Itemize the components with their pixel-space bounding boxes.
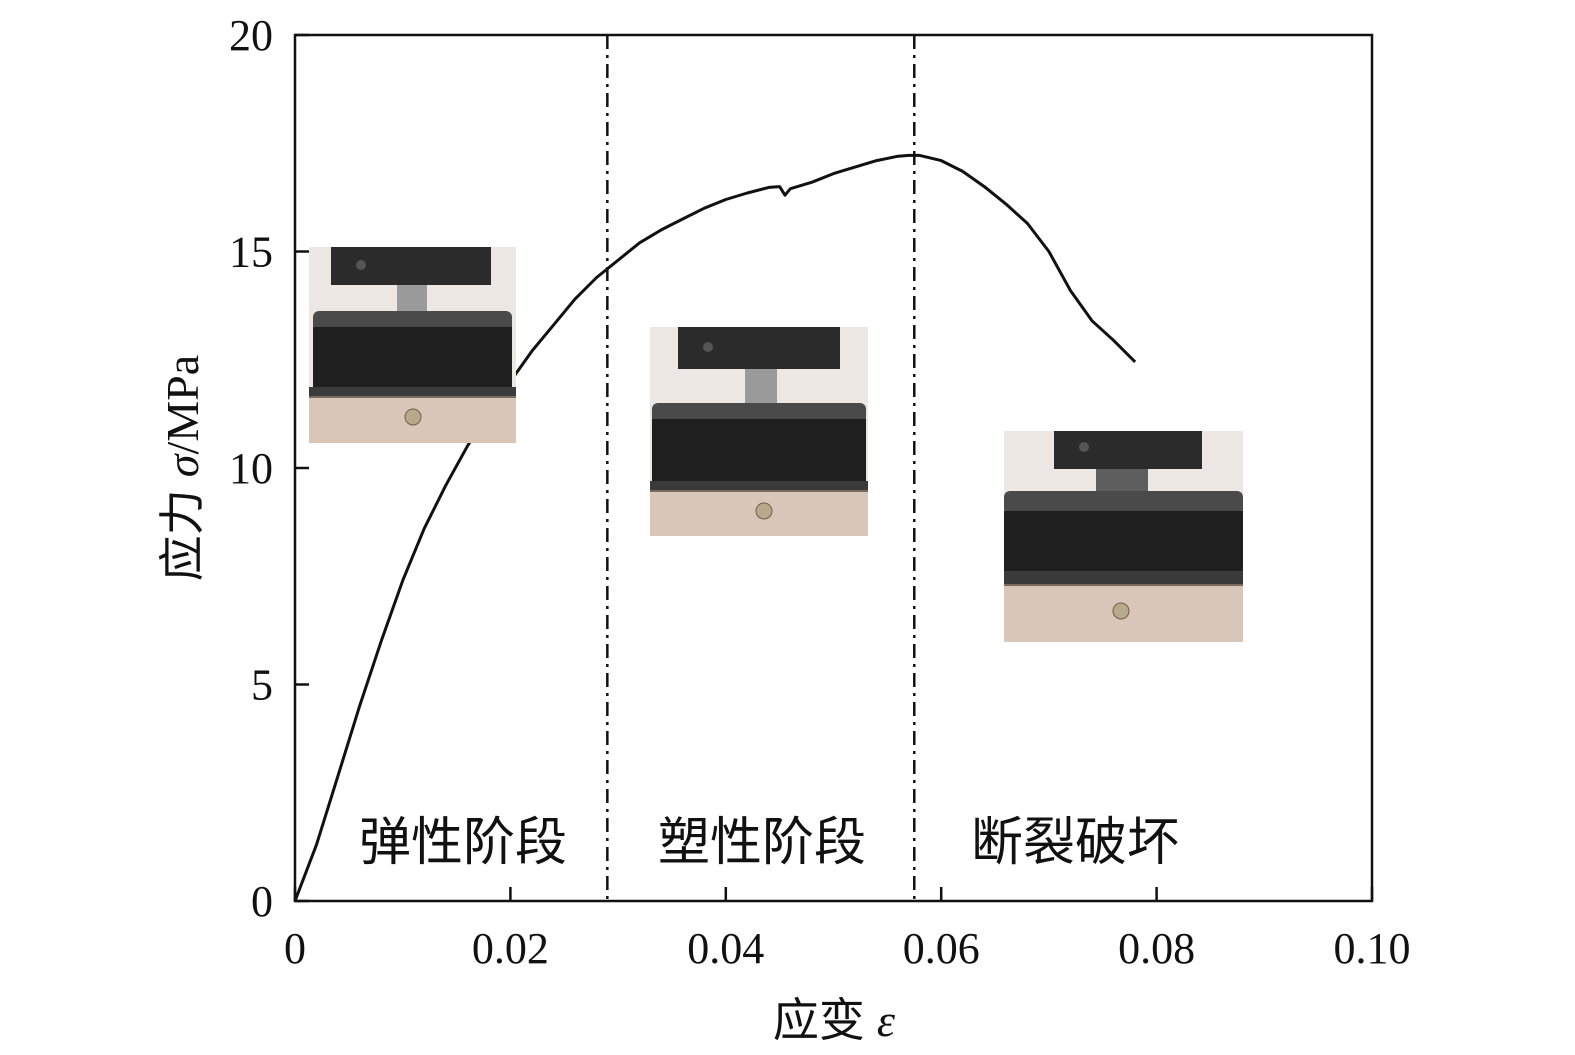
y-tick-label: 5 xyxy=(251,661,273,710)
y-tick-label: 20 xyxy=(229,11,273,60)
stress-strain-curve xyxy=(293,153,1137,902)
phase-label-elastic: 弹性阶段 xyxy=(359,813,567,873)
x-tick-label: 0.06 xyxy=(903,924,980,973)
x-tick-label: 0.04 xyxy=(687,924,764,973)
x-axis-title: 应变 ε xyxy=(773,993,896,1047)
x-tick-label: 0.02 xyxy=(472,924,549,973)
y-axis-ticks: 0 5 10 15 20 xyxy=(229,11,309,926)
y-axis-title: 应力 σ/MPa xyxy=(155,355,209,581)
y-tick-label: 0 xyxy=(251,877,273,926)
specimen-photo-elastic xyxy=(309,247,516,443)
x-axis-ticks: 0 0.02 0.04 0.06 0.08 0.10 xyxy=(284,887,1411,973)
phase-label-plastic: 塑性阶段 xyxy=(658,813,866,873)
y-axis-title-unit: /MPa xyxy=(157,355,208,455)
x-axis-title-text: 应变 xyxy=(773,993,865,1047)
y-tick-label: 15 xyxy=(229,228,273,277)
x-tick-label: 0.10 xyxy=(1334,924,1411,973)
x-tick-label: 0.08 xyxy=(1118,924,1195,973)
x-tick-label: 0 xyxy=(284,924,306,973)
y-axis-title-text: 应力 xyxy=(155,489,209,581)
specimen-photo-plastic xyxy=(650,327,868,536)
specimen-photo-fracture xyxy=(1004,431,1243,642)
y-tick-label: 10 xyxy=(229,444,273,493)
y-axis-title-symbol: σ xyxy=(157,452,208,477)
x-axis-title-symbol: ε xyxy=(877,995,896,1046)
phase-label-fracture: 断裂破坏 xyxy=(971,813,1179,873)
